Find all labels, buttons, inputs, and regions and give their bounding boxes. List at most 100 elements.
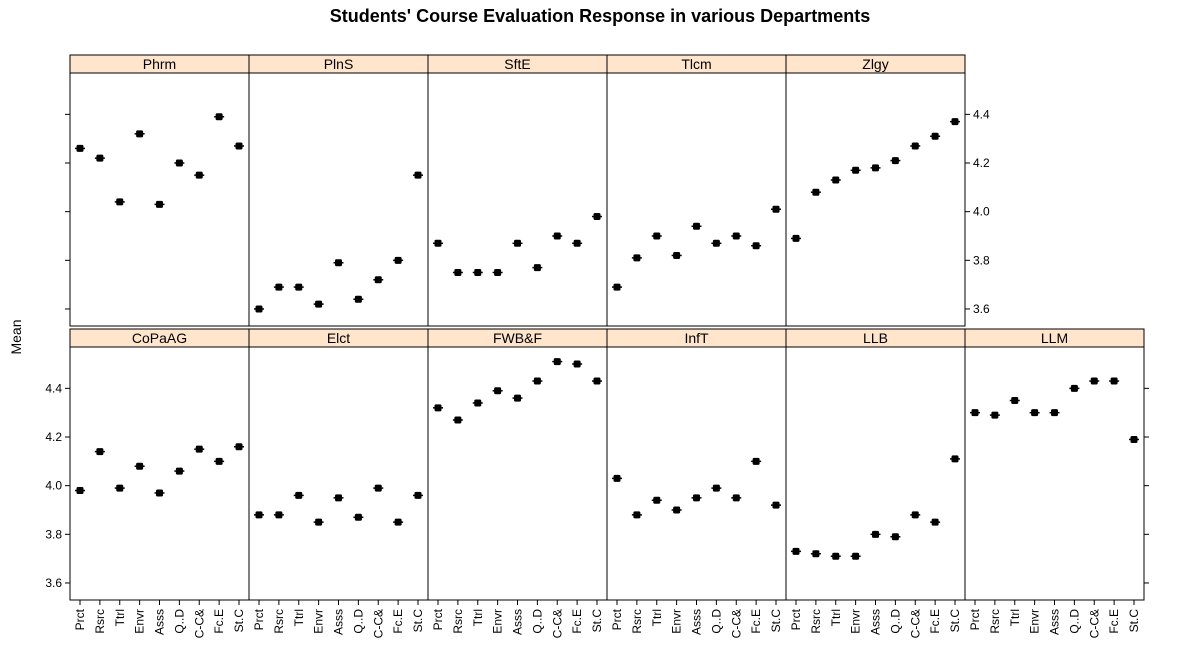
x-tick-label: Rsrc [272,609,286,634]
data-point [333,259,344,267]
data-point [810,550,821,558]
x-tick-label: Q..D [351,609,365,634]
data-point [174,159,185,167]
data-point [492,387,503,395]
data-point [950,118,960,126]
data-point [134,130,145,138]
data-point [353,513,364,521]
data-point [433,404,443,412]
data-point [771,501,781,509]
data-point [671,506,682,514]
data-point [970,409,980,417]
data-point [711,239,722,247]
x-tick-label: St.C [769,609,783,633]
x-tick-label: Asss [690,609,704,635]
data-point [830,552,841,560]
data-point [930,132,941,140]
data-point [771,205,781,213]
data-point [731,232,742,240]
data-point [94,448,105,456]
data-point [234,443,244,451]
panel-frame [69,346,250,601]
data-point [1029,409,1040,417]
data-point [870,530,881,538]
data-point [452,416,463,424]
x-tick-label: Prct [610,608,624,630]
x-tick-label: C-C& [550,609,564,638]
x-tick-label: Ttrl [292,609,306,626]
y-tick-label: 3.8 [973,253,990,267]
x-tick-label: Envr [312,609,326,634]
panel-sfte: SftE [427,54,608,327]
y-tick-label: 3.6 [973,302,990,316]
data-point [731,494,742,502]
x-tick-label: C-C& [192,609,206,638]
x-tick-label: Rsrc [988,609,1002,634]
x-tick-label: Envr [670,609,684,634]
data-point [751,457,762,465]
data-point [452,268,463,276]
panel-strip-label: LLB [863,330,888,346]
x-tick-label: Rsrc [809,609,823,634]
data-point [612,474,622,482]
data-point [552,358,563,366]
x-tick-label: Q..D [888,609,902,634]
data-point [254,511,264,519]
x-tick-label: Fc.E [928,609,942,634]
x-tick-label: St.C [411,609,425,633]
y-tick-label: 4.2 [973,156,990,170]
data-point [273,283,284,291]
data-point [333,494,344,502]
data-point [791,234,801,242]
data-point [651,232,662,240]
data-point [791,547,801,555]
data-point [174,467,185,475]
data-point [890,157,901,165]
x-tick-label: Envr [849,609,863,634]
panel-llm: LLM Prct Rsrc Ttrl Envr Asss Q..D C-C& Fc.E St.C [964,328,1149,638]
y-tick-label: 3.8 [45,527,62,541]
panel-strip-label: Phrm [143,56,176,72]
data-point [472,268,483,276]
x-tick-label: Q..D [530,609,544,634]
data-point [472,399,483,407]
data-point [214,457,225,465]
x-tick-label: St.C [232,609,246,633]
data-point [950,455,960,463]
data-point [154,200,165,208]
x-tick-label: Prct [431,608,445,630]
data-point [75,144,85,152]
x-tick-label: Asss [153,609,167,635]
data-point [711,484,722,492]
data-point [691,222,702,230]
data-point [1089,377,1100,385]
data-point [592,213,602,221]
data-point [910,511,921,519]
data-point [114,198,125,206]
data-point [353,295,364,303]
panel-inft: InfT Prct Rsrc Ttrl Envr Asss Q..D C-C& Fc.E St.C [606,328,787,638]
data-point [930,518,941,526]
x-tick-label: Fc.E [570,609,584,634]
data-point [910,142,921,150]
data-point [194,445,205,453]
data-point [751,242,762,250]
x-tick-label: Ttrl [650,609,664,626]
data-point [373,484,384,492]
x-tick-label: Ttrl [113,609,127,626]
data-point [254,305,264,313]
panel-elct: Elct Prct Rsrc Ttrl Envr Asss Q..D C-C& Fc.E St.C [248,328,429,638]
panel-zlgy: Zlgy 3.6 3.8 4.0 4.2 4.4 [785,54,990,327]
data-point [612,283,622,291]
x-tick-label: Envr [1028,609,1042,634]
panel-strip-label: SftE [504,56,530,72]
data-point [532,264,543,272]
chart-title: Students' Course Evaluation Response in … [329,6,871,26]
data-point [1109,377,1120,385]
data-point [512,394,523,402]
data-point [552,232,563,240]
data-point [631,254,642,262]
x-tick-label: Asss [332,609,346,635]
x-tick-label: Prct [789,608,803,630]
